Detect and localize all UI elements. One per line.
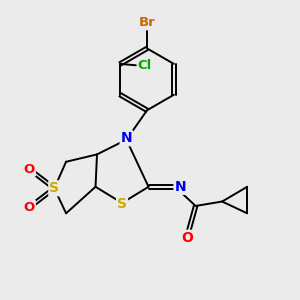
Text: O: O (24, 163, 35, 176)
Text: S: S (49, 181, 59, 195)
Text: Br: Br (139, 16, 155, 29)
Text: O: O (181, 231, 193, 245)
Text: Cl: Cl (138, 59, 152, 72)
Text: N: N (175, 180, 186, 194)
Text: O: O (24, 201, 35, 214)
Text: S: S (117, 197, 127, 212)
Text: N: N (121, 131, 132, 145)
